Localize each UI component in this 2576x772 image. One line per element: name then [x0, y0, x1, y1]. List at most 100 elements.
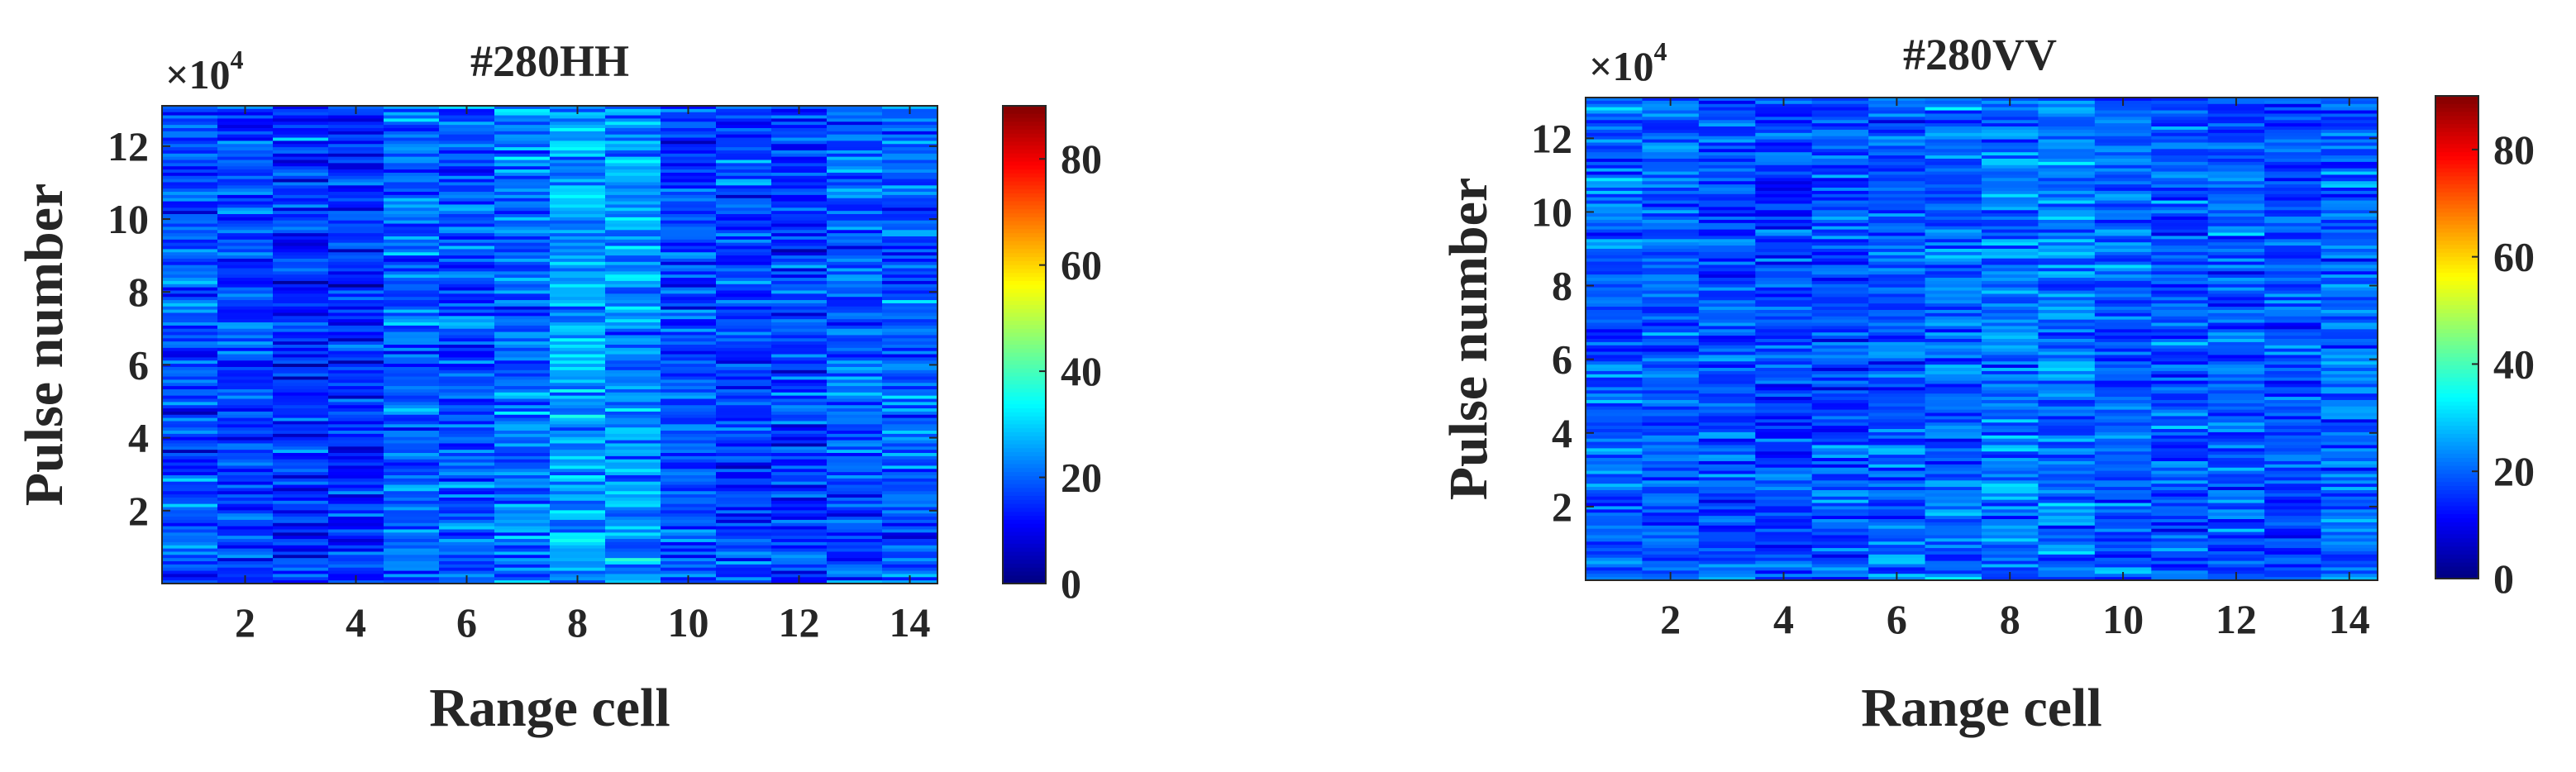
heatmap-cell [439, 555, 495, 559]
heatmap-cell [2264, 178, 2322, 182]
heatmap-cell [494, 488, 551, 492]
heatmap-cell [2151, 107, 2209, 112]
heatmap-cell [661, 226, 717, 231]
heatmap-cell [2321, 399, 2378, 404]
heatmap-cell [605, 220, 661, 225]
heatmap-cell [550, 519, 606, 524]
heatmap-cell [2264, 390, 2322, 394]
heatmap-cell [2207, 280, 2265, 285]
colorbar-segment [2435, 422, 2478, 427]
heatmap-cell [2038, 280, 2096, 285]
heatmap-cell [217, 252, 274, 256]
colorbar-segment [2435, 558, 2478, 564]
heatmap-cell [1811, 422, 1869, 427]
heatmap-cell [1811, 309, 1869, 314]
heatmap-cell [2094, 217, 2152, 221]
heatmap-cell [1642, 361, 1700, 365]
heatmap-cell [771, 548, 828, 553]
colorbar-segment [2435, 325, 2478, 330]
colorbar-segment [1003, 468, 1046, 473]
heatmap-cell [384, 532, 440, 536]
heatmap-cell [1642, 268, 1700, 272]
heatmap-cell [2151, 251, 2209, 256]
heatmap-cell [605, 290, 661, 294]
heatmap-cell [162, 405, 218, 409]
heatmap-cell [162, 220, 218, 225]
heatmap-cell [273, 491, 329, 495]
heatmap-cell [162, 580, 218, 584]
heatmap-cell [1868, 290, 1926, 295]
heatmap-cell [550, 411, 606, 416]
heatmap-cell [1755, 261, 1813, 266]
heatmap-cell [661, 169, 717, 174]
heatmap-cell [2264, 326, 2322, 330]
colorbar-segment [2435, 131, 2478, 137]
colorbar-segment [2435, 482, 2478, 487]
heatmap-cell [384, 287, 440, 292]
heatmap-cell [550, 172, 606, 177]
heatmap-cell [882, 517, 938, 521]
heatmap-cell [1755, 451, 1813, 455]
heatmap-cell [384, 179, 440, 183]
heatmap-cell [384, 198, 440, 203]
heatmap-cell [827, 293, 883, 298]
heatmap-cell [162, 561, 218, 565]
heatmap-cell [328, 350, 384, 355]
heatmap-cell [1698, 171, 1756, 176]
heatmap-cell [1755, 528, 1813, 533]
heatmap-cell [550, 166, 606, 170]
heatmap-cell [2264, 441, 2322, 446]
y-exponent-power-hh: 4 [231, 45, 244, 74]
heatmap-cell [2038, 541, 2096, 546]
heatmap-cell [162, 112, 218, 117]
heatmap-cell [2151, 136, 2209, 141]
heatmap-cell [439, 500, 495, 505]
heatmap-cell [1868, 139, 1926, 144]
heatmap-cell [2264, 174, 2322, 179]
heatmap-cell [1642, 229, 1700, 234]
heatmap-cell [1698, 393, 1756, 398]
heatmap-cell [1925, 336, 1982, 340]
heatmap-cell [328, 309, 384, 314]
heatmap-cell [1811, 557, 1869, 562]
heatmap-cell [771, 322, 828, 326]
heatmap-cell [1642, 351, 1700, 356]
heatmap-cell [716, 379, 772, 384]
heatmap-cell [2264, 341, 2322, 346]
heatmap-cell [771, 284, 828, 288]
heatmap-cell [494, 388, 551, 393]
heatmap-cell [1811, 251, 1869, 256]
heatmap-cell [2151, 574, 2209, 578]
heatmap-cell [384, 570, 440, 575]
heatmap-cell [273, 529, 329, 533]
heatmap-cell [1755, 387, 1813, 391]
heatmap-cell [2094, 550, 2152, 555]
heatmap-cell [162, 328, 218, 333]
heatmap-cell [882, 491, 938, 495]
heatmap-cell [2207, 496, 2265, 501]
heatmap-cell [439, 440, 495, 445]
heatmap-cell [605, 264, 661, 269]
heatmap-cell [771, 122, 828, 126]
heatmap-cell [384, 192, 440, 196]
x-tick-label: 6 [1887, 596, 1907, 642]
heatmap-cell [1642, 188, 1700, 192]
colorbar-segment [2435, 469, 2478, 475]
heatmap-cell [1755, 460, 1813, 465]
heatmap-cell [605, 433, 661, 438]
heatmap-cell [661, 278, 717, 282]
heatmap-cell [162, 564, 218, 569]
heatmap-cell [217, 455, 274, 460]
heatmap-cell [882, 345, 938, 349]
heatmap-cell [882, 510, 938, 514]
heatmap-cell [494, 469, 551, 473]
colorbar-segment [1003, 444, 1046, 449]
heatmap-cell [2151, 271, 2209, 275]
heatmap-cell [605, 137, 661, 141]
heatmap-cell [1982, 412, 2039, 417]
heatmap-cell [1698, 103, 1756, 108]
heatmap-cell [439, 115, 495, 120]
heatmap-cell [2151, 525, 2209, 530]
heatmap-cell [494, 440, 551, 445]
heatmap-cell [2151, 368, 2209, 372]
